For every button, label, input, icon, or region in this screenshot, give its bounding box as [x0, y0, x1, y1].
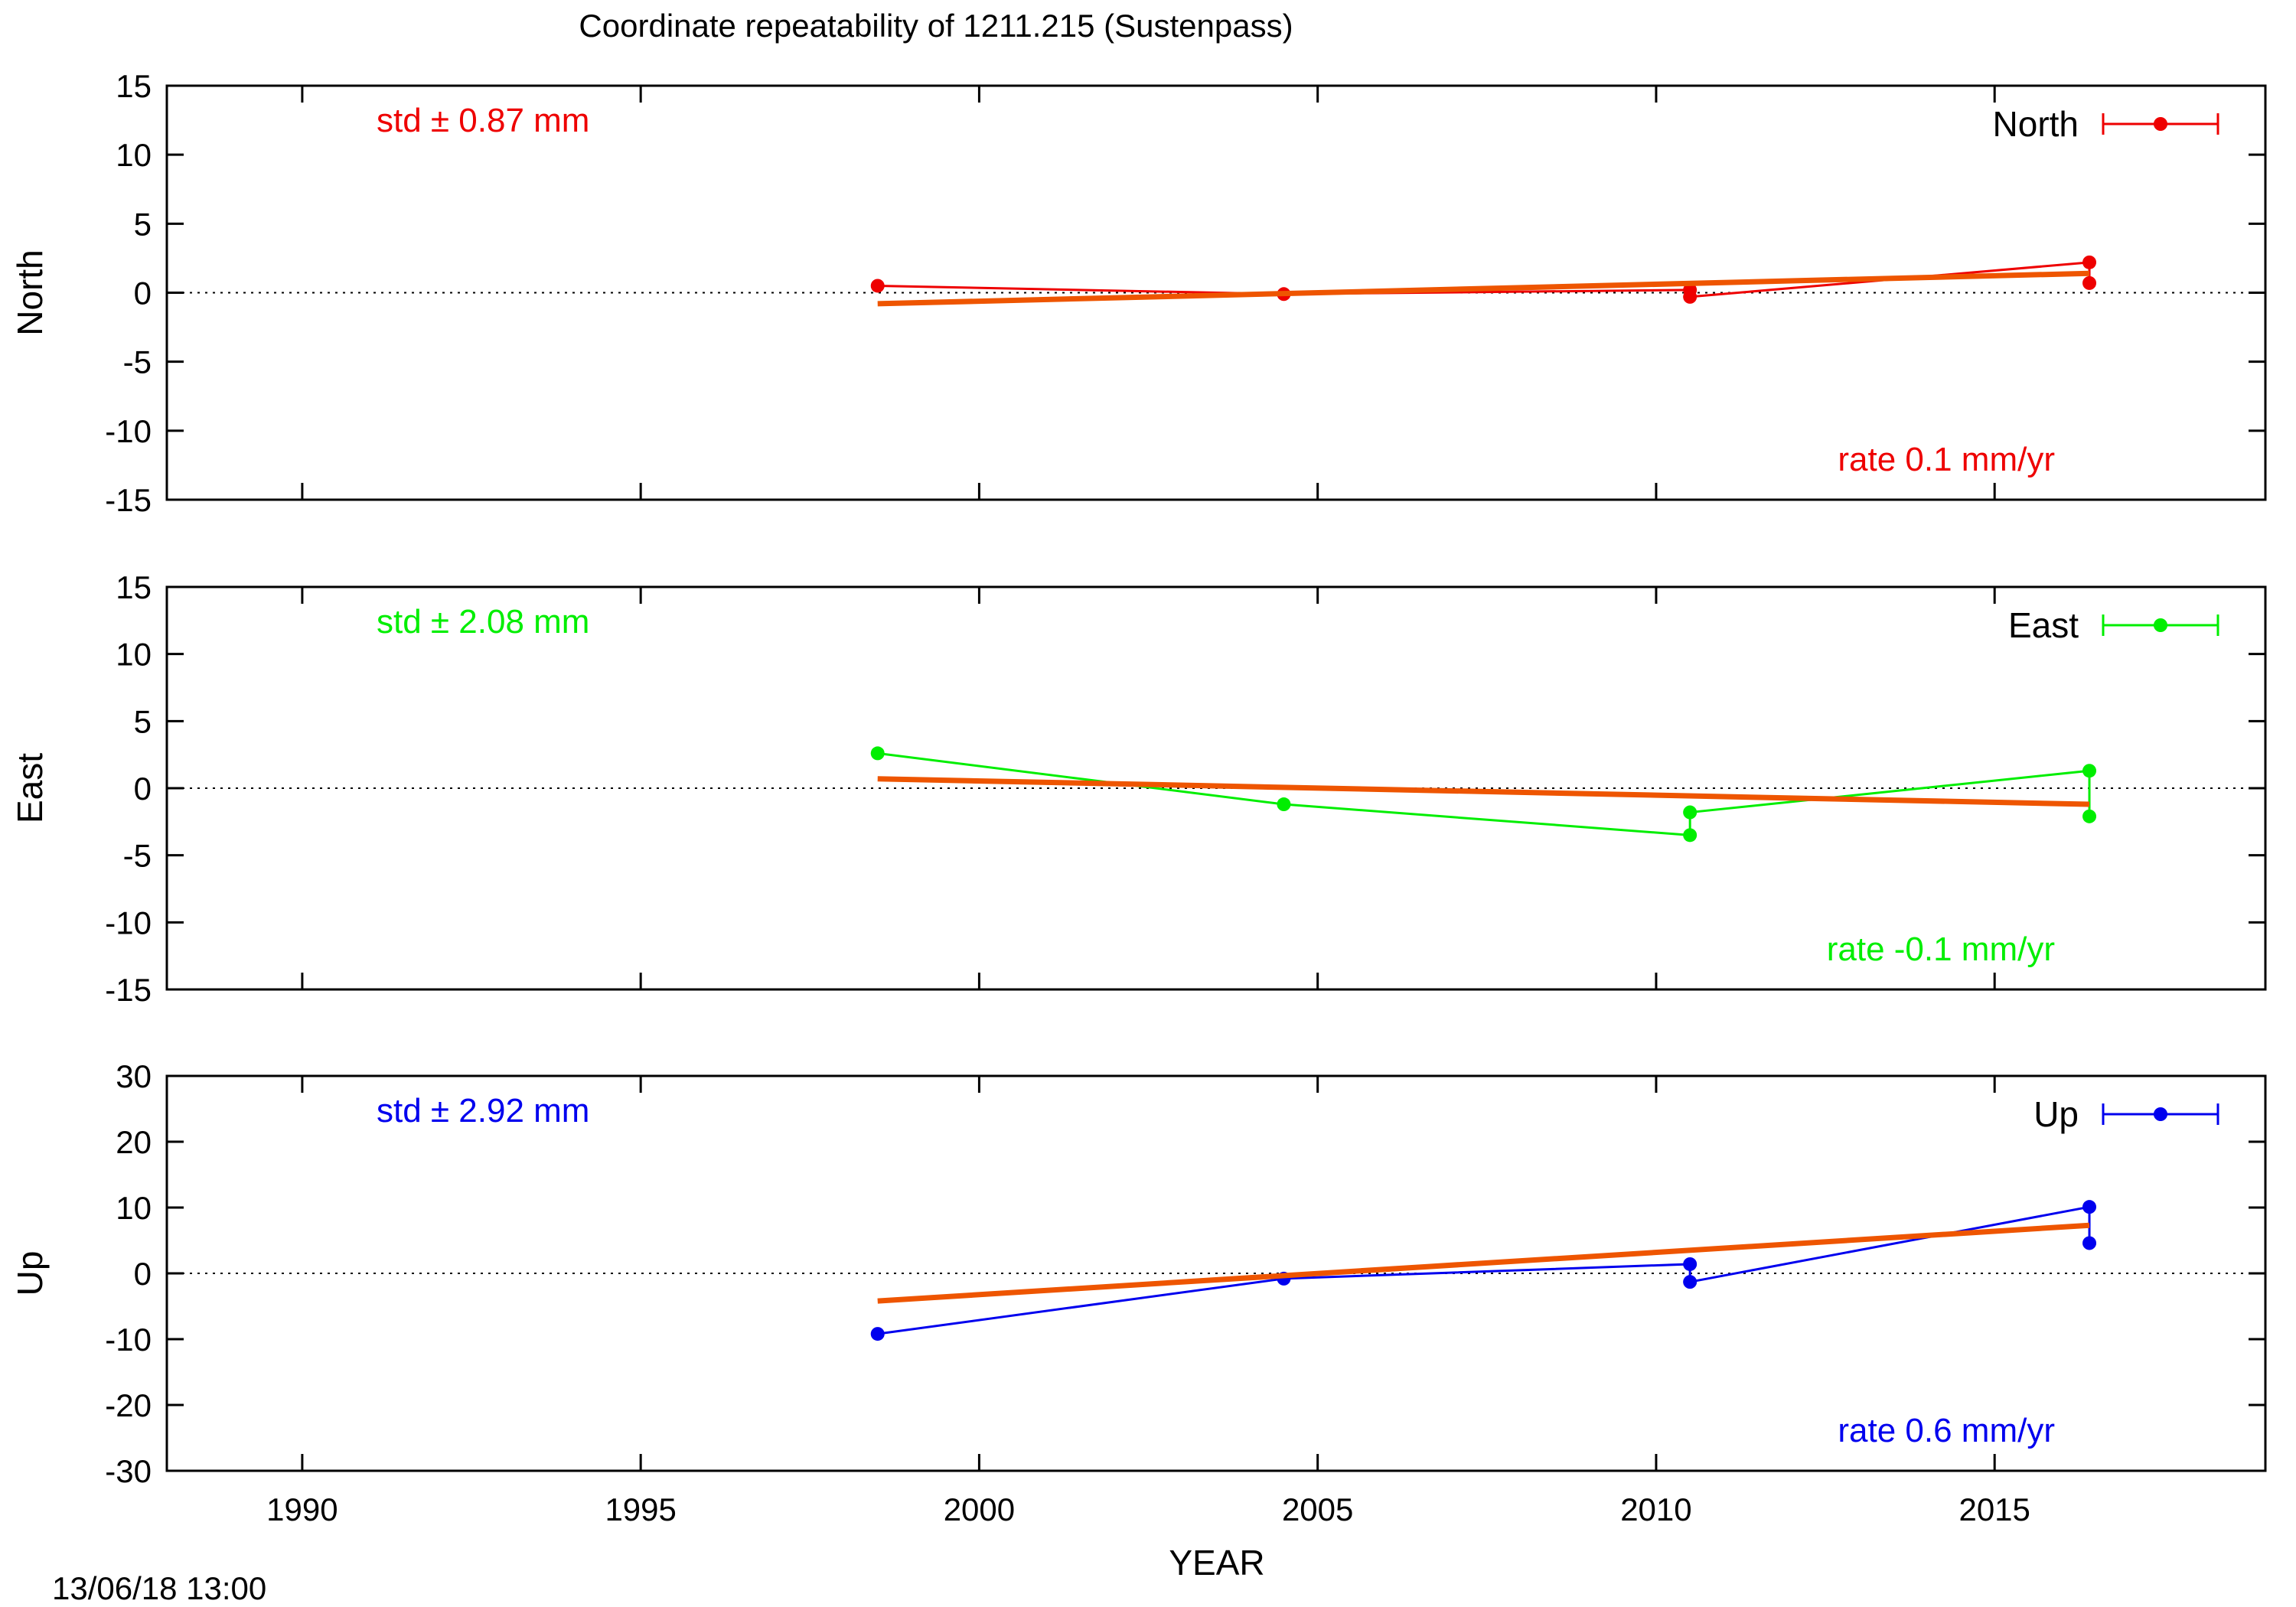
y-tick-label: 5 — [134, 206, 152, 242]
y-tick-label: 0 — [134, 771, 152, 807]
data-point — [2082, 275, 2097, 290]
panel-east: 15 10 5 0 -5 -10 -15 East std ± 2.08 mm rate -0.1… — [10, 569, 2267, 1008]
y-tick-label: -10 — [105, 413, 152, 449]
y-tick-label: 0 — [134, 275, 152, 311]
x-tick-label: 2010 — [1620, 1491, 1691, 1527]
y-tick-label: 15 — [116, 569, 152, 605]
y-tick-label: 20 — [116, 1124, 152, 1160]
y-tick-label: 10 — [116, 1190, 152, 1226]
data-point — [1683, 805, 1698, 820]
legend-marker — [2154, 1107, 2167, 1121]
data-point — [2082, 255, 2097, 269]
x-tick-label: 2005 — [1282, 1491, 1353, 1527]
y-tick-label: -10 — [105, 905, 152, 940]
y-tick-label: -15 — [105, 482, 152, 518]
rate-annotation: rate 0.6 mm/yr — [1838, 1412, 2055, 1449]
y-tick-label: -20 — [105, 1387, 152, 1423]
y-tick-label: 30 — [116, 1058, 152, 1094]
data-point — [870, 279, 885, 293]
trend-line-east — [877, 776, 2090, 807]
data-point — [2082, 764, 2097, 778]
y-tick-label: -30 — [105, 1453, 152, 1489]
data-point — [2082, 1200, 2097, 1214]
data-point — [1277, 797, 1291, 812]
data-point — [1683, 1275, 1698, 1289]
y-tick-label: -15 — [105, 972, 152, 1008]
trend-line-up — [877, 1222, 2090, 1304]
timestamp: 13/06/18 13:00 — [52, 1570, 266, 1606]
trend-line-north — [877, 270, 2090, 307]
rate-annotation: rate -0.1 mm/yr — [1827, 931, 2055, 968]
data-point — [2082, 809, 2097, 823]
x-axis-label: YEAR — [1169, 1543, 1264, 1583]
y-tick-label: 10 — [116, 637, 152, 673]
std-annotation: std ± 2.08 mm — [377, 603, 589, 641]
series-line-east — [877, 751, 2091, 836]
data-point — [870, 746, 885, 761]
x-tick-label: 1995 — [605, 1491, 676, 1527]
y-axis-label-north: North — [10, 249, 50, 335]
rate-annotation: rate 0.1 mm/yr — [1838, 441, 2055, 478]
legend-label: Up — [2033, 1094, 2079, 1134]
y-tick-label: 0 — [134, 1256, 152, 1292]
std-annotation: std ± 0.87 mm — [377, 102, 589, 139]
y-axis-label-up: Up — [10, 1251, 50, 1296]
legend-marker — [2154, 117, 2167, 131]
y-tick-label: -5 — [123, 344, 152, 380]
data-point — [1683, 828, 1698, 843]
y-tick-label: 10 — [116, 137, 152, 173]
x-tick-label: 1990 — [266, 1491, 338, 1527]
y-tick-label: -5 — [123, 838, 152, 874]
chart-title: Coordinate repeatability of 1211.215 (Su… — [579, 8, 1293, 44]
data-point — [2082, 1236, 2097, 1250]
y-tick-label: -10 — [105, 1322, 152, 1358]
y-axis-label-east: East — [10, 753, 50, 823]
panel-north: 15 10 5 0 -5 -10 -15 North std ± 0.87 mm rate 0.1… — [10, 68, 2267, 518]
y-tick-label: 5 — [134, 703, 152, 739]
legend-label: North — [1993, 104, 2079, 144]
data-point — [1683, 1257, 1698, 1271]
legend-marker — [2154, 618, 2167, 632]
x-tick-label: 2000 — [944, 1491, 1015, 1527]
std-annotation: std ± 2.92 mm — [377, 1092, 589, 1129]
legend-label: East — [2008, 605, 2079, 645]
series-line-up — [877, 1205, 2091, 1335]
x-tick-label: 2015 — [1958, 1491, 2030, 1527]
data-point — [870, 1327, 885, 1341]
y-tick-label: 15 — [116, 68, 152, 104]
data-point — [1683, 289, 1698, 304]
